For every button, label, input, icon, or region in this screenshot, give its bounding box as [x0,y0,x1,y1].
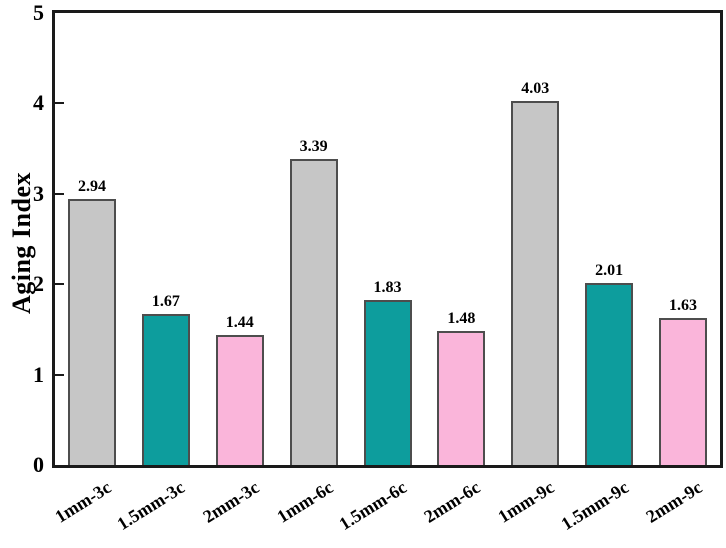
bar-value-label-1.5mm-3c: 1.67 [151,293,180,311]
bar-1mm-3c [67,199,116,465]
y-axis-tick-3 [55,192,64,195]
bar-1.5mm-6c [363,299,412,465]
x-axis-tick-label-2mm-3c: 2mm-3c [199,477,263,527]
bar-value-label-1mm-6c: 3.39 [299,137,328,155]
x-axis-tick-label-1.5mm-3c: 1.5mm-3c [113,477,189,534]
x-axis-tick-label-1mm-3c: 1mm-3c [51,477,115,527]
x-axis-tick-label-2mm-6c: 2mm-6c [420,477,484,527]
plot-area [52,10,723,468]
y-axis-tick-label-5: 5 [33,0,44,25]
y-axis-tick-2 [55,283,64,286]
bar-value-label-2mm-9c: 1.63 [669,296,698,314]
bar-1.5mm-3c [141,314,190,465]
y-axis-tick-label-3: 3 [33,180,44,206]
bar-2mm-9c [659,317,708,465]
y-axis-tick-label-1: 1 [33,361,44,387]
x-axis-tick-label-1mm-9c: 1mm-9c [494,477,558,527]
x-axis-tick-label-1.5mm-6c: 1.5mm-6c [335,477,411,534]
y-axis-tick-label-4: 4 [33,90,44,116]
bar-2mm-6c [437,331,486,465]
y-axis-tick-label-2: 2 [33,271,44,297]
y-axis-tick-label-0: 0 [33,452,44,477]
bar-1mm-9c [511,100,560,465]
x-axis-tick-label-1.5mm-9c: 1.5mm-9c [557,477,632,534]
y-axis-tick-1 [55,373,64,376]
bar-1mm-6c [289,158,338,465]
x-axis-tick-label-1mm-6c: 1mm-6c [273,477,337,527]
bar-value-label-1.5mm-6c: 1.83 [373,278,402,296]
y-axis-tick-4 [55,102,64,105]
bar-value-label-2mm-3c: 1.44 [225,313,254,331]
x-axis-tick-label-2mm-9c: 2mm-9c [642,477,706,527]
bar-1.5mm-9c [585,283,634,465]
bar-value-label-1mm-3c: 2.94 [77,178,106,196]
bar-2mm-3c [215,334,264,465]
bar-value-label-2mm-6c: 1.48 [447,310,476,328]
bar-value-label-1.5mm-9c: 2.01 [595,262,624,280]
y-axis-title: Aging Index [7,171,36,315]
bar-value-label-1mm-9c: 4.03 [521,79,550,97]
